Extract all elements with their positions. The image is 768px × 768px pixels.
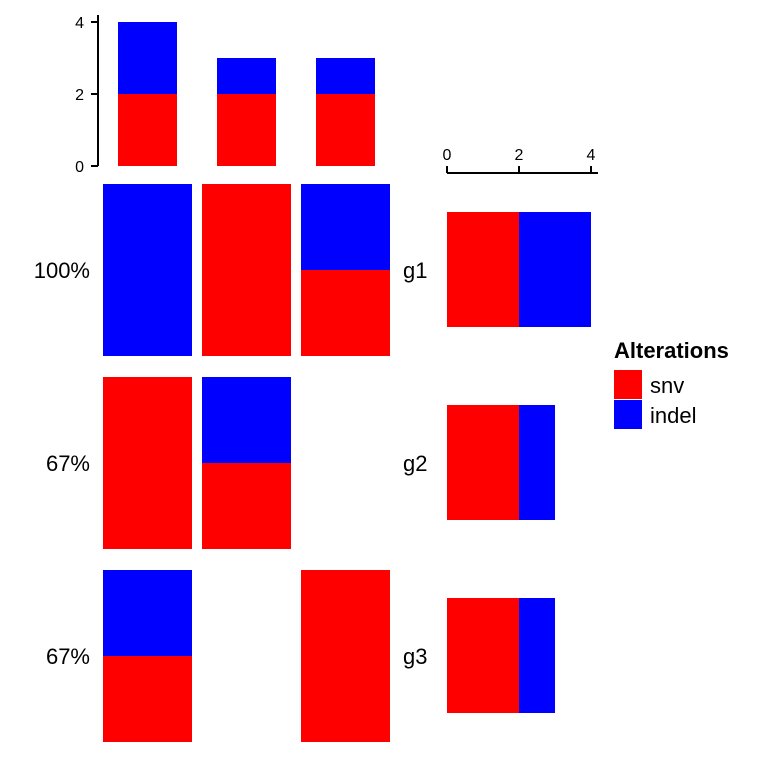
gene-label: g1 <box>403 258 427 283</box>
cell-snv <box>103 656 192 742</box>
right-bar-snv <box>447 598 519 713</box>
cell-snv <box>301 270 390 356</box>
right-bar-snv <box>447 212 519 327</box>
cell-indel <box>301 184 390 270</box>
top-bar-snv <box>118 94 177 166</box>
right-bar-indel <box>519 598 555 713</box>
gene-percent-label: 67% <box>46 451 90 476</box>
top-bar-indel <box>118 22 177 94</box>
right-x-tick-label: 4 <box>587 147 596 164</box>
top-y-tick-label: 2 <box>75 87 84 104</box>
top-bar-indel <box>316 58 375 94</box>
cell-indel <box>202 377 291 463</box>
right-x-tick-label: 2 <box>515 147 524 164</box>
legend: Alterations snv indel <box>614 338 729 429</box>
right-bar-indel <box>519 212 591 327</box>
gene-percent-label: 67% <box>46 644 90 669</box>
right-bar-indel <box>519 405 555 520</box>
right-barplot: 0 2 4 <box>443 147 598 713</box>
gene-percent-label: 100% <box>34 258 90 283</box>
cell-indel <box>103 184 192 356</box>
top-bar-snv <box>316 94 375 166</box>
legend-label-snv: snv <box>650 373 684 398</box>
alteration-grid: 100% g1 67% g2 67% g3 <box>34 184 427 742</box>
right-bar-snv <box>447 405 519 520</box>
cell-snv <box>301 570 390 742</box>
legend-swatch-indel <box>614 400 642 429</box>
gene-label: g2 <box>403 451 427 476</box>
right-x-tick-label: 0 <box>443 147 452 164</box>
cell-snv <box>103 377 192 549</box>
cell-snv <box>202 184 291 356</box>
top-y-tick-label: 0 <box>75 159 84 176</box>
legend-swatch-snv <box>614 370 642 399</box>
legend-title: Alterations <box>614 338 729 363</box>
top-bar-indel <box>217 58 276 94</box>
cell-indel <box>103 570 192 656</box>
gene-label: g3 <box>403 644 427 669</box>
top-y-tick-label: 4 <box>75 15 84 32</box>
top-bar-snv <box>217 94 276 166</box>
cell-snv <box>202 463 291 549</box>
legend-label-indel: indel <box>650 403 696 428</box>
top-barplot: 0 2 4 <box>75 15 375 176</box>
